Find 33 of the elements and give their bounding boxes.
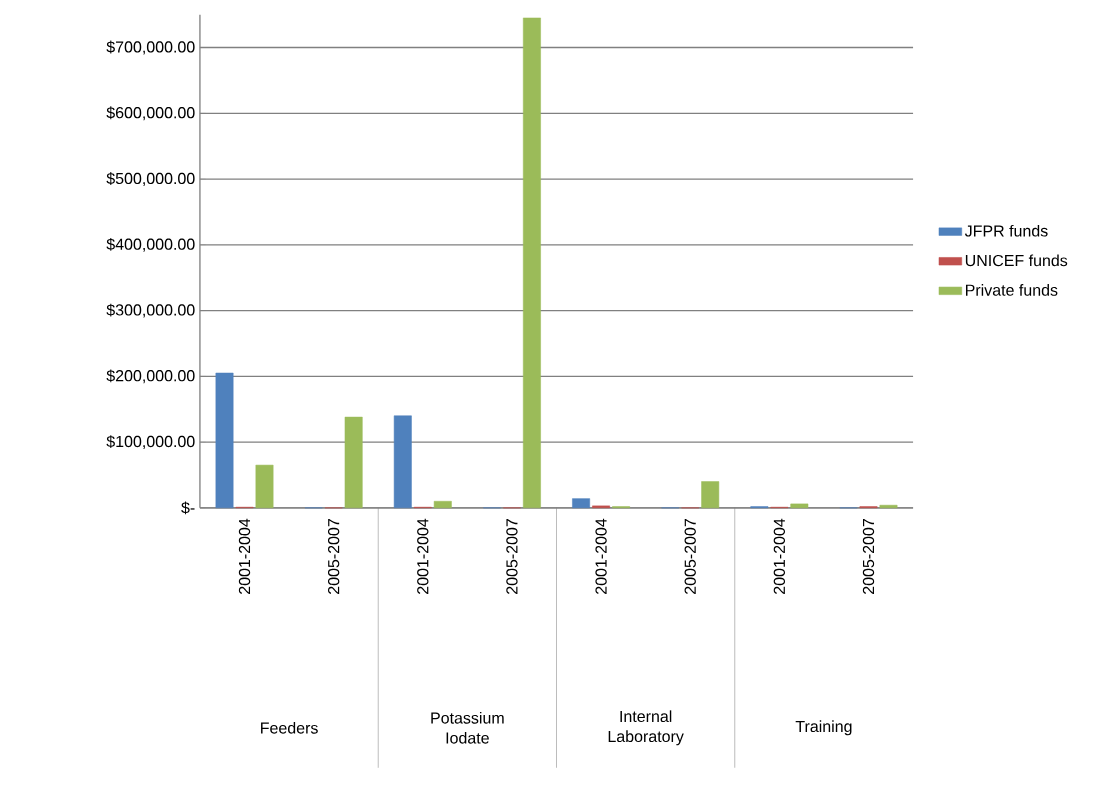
bar <box>433 500 452 508</box>
text: Potassium Iodate <box>431 711 504 744</box>
x-tick-label: 2001-2004 <box>773 518 786 594</box>
bar <box>393 415 412 508</box>
y-tick-label: $600,000.00 <box>106 106 195 121</box>
bar <box>790 503 809 508</box>
bar <box>879 504 898 508</box>
text: Internal Laboratory <box>608 710 684 746</box>
x-tick-label: 2005-2007 <box>327 518 340 594</box>
text: Training <box>795 720 852 736</box>
x-tick-label: 2005-2007 <box>506 518 518 594</box>
y-tick-label: $- <box>181 501 195 515</box>
legend-label: UNICEF funds <box>965 254 1068 266</box>
text: Feeders <box>261 721 318 734</box>
y-tick-label: $400,000.00 <box>106 237 195 252</box>
x-tick-label: 2001-2004 <box>595 518 607 594</box>
y-tick-label: $700,000.00 <box>106 40 195 55</box>
bar <box>215 372 234 508</box>
y-tick-label: $200,000.00 <box>106 369 195 384</box>
x-tick-label: 2001-2004 <box>238 518 251 594</box>
bar <box>522 17 541 508</box>
legend-label: JFPR funds <box>964 224 1048 237</box>
y-tick-label: $100,000.00 <box>106 434 195 449</box>
y-tick-label: $500,000.00 <box>106 171 195 186</box>
bar <box>255 464 274 508</box>
y-tick-label: $300,000.00 <box>106 303 195 318</box>
bar <box>701 481 720 508</box>
x-tick-label: 2005-2007 <box>862 518 875 594</box>
bar <box>344 416 363 508</box>
legend-label: Private funds <box>965 283 1058 296</box>
bar <box>572 498 591 508</box>
x-tick-label: 2005-2007 <box>684 518 696 594</box>
x-tick-label: 2001-2004 <box>417 518 429 594</box>
